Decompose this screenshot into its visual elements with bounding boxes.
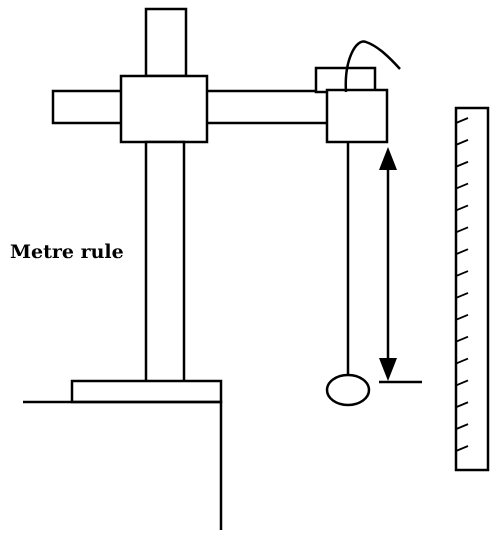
metre-scale-ticks [455,117,469,452]
table-edge [23,400,223,530]
length-arrow-head-down [379,358,397,381]
length-arrow-head-up [379,147,397,170]
scale-tick [455,379,469,387]
scale-tick [455,117,469,124]
scale-tick [455,357,469,365]
metre-rule-label: Metre rule [10,241,124,263]
metre-scale-body [454,106,490,472]
scale-tick [455,204,469,212]
stand-rod [144,140,186,384]
scale-tick [455,139,469,146]
scale-tick [455,401,469,409]
scale-tick [455,270,469,277]
scale-tick [455,445,469,452]
scale-tick [455,313,469,321]
scale-tick [455,335,469,343]
pendulum-clamp [325,88,389,144]
horizontal-arm [51,89,381,125]
scale-tick [455,248,469,256]
scale-tick [455,226,469,234]
stand-top-post [144,7,188,78]
pendulum-bob [325,373,371,407]
boss-head [119,74,209,144]
scale-tick [455,423,469,430]
scale-tick [455,182,469,190]
scale-tick [455,292,469,299]
thread-loop [344,40,401,93]
stand-base [70,379,223,404]
scale-tick [455,160,469,168]
